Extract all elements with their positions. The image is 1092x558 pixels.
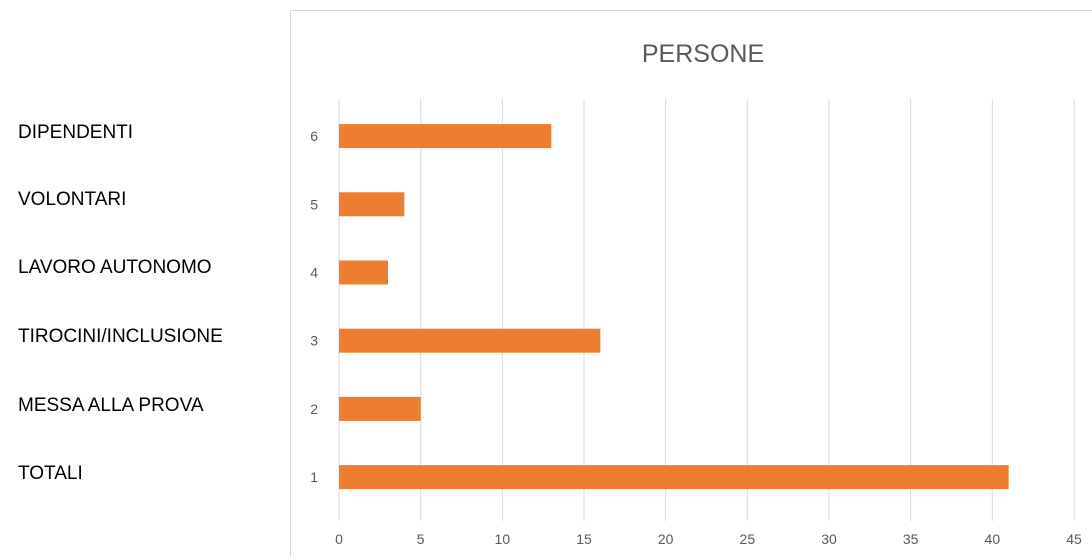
x-tick-label: 20 <box>658 531 674 547</box>
y-tick-label: 4 <box>310 265 318 281</box>
chart-title: PERSONE <box>642 40 764 68</box>
x-tick-label: 5 <box>417 531 425 547</box>
bar <box>339 396 421 421</box>
x-tick-label: 15 <box>576 531 592 547</box>
category-description: TOTALI <box>18 463 83 484</box>
x-tick-label: 30 <box>821 531 837 547</box>
x-tick-label: 45 <box>1066 531 1082 547</box>
bar <box>339 260 388 285</box>
x-tick-label: 0 <box>335 531 343 547</box>
category-description-list: DIPENDENTI VOLONTARI LAVORO AUTONOMO TIROCI… <box>0 0 280 557</box>
bar <box>339 124 552 149</box>
y-tick-label: 1 <box>310 469 318 485</box>
y-tick-label: 6 <box>310 128 318 144</box>
bar <box>339 328 601 353</box>
x-tick-label: 40 <box>985 531 1001 547</box>
category-description: TIROCINI/INCLUSIONE <box>18 326 223 347</box>
x-tick-label: 25 <box>740 531 756 547</box>
category-description: VOLONTARI <box>18 189 127 210</box>
category-description: LAVORO AUTONOMO <box>18 257 212 278</box>
bar <box>339 192 405 217</box>
x-tick-label: 10 <box>495 531 511 547</box>
x-tick-label: 35 <box>903 531 919 547</box>
bar <box>339 465 1009 490</box>
chart-frame: PERSONE 0 5 10 15 20 25 30 35 40 45 1 2 3 4 5 6 <box>290 10 1092 557</box>
y-tick-label: 5 <box>310 196 318 212</box>
y-tick-label: 2 <box>310 401 318 417</box>
y-tick-label: 3 <box>310 333 318 349</box>
category-description: MESSA ALLA PROVA <box>18 395 204 416</box>
category-description: DIPENDENTI <box>18 122 134 143</box>
